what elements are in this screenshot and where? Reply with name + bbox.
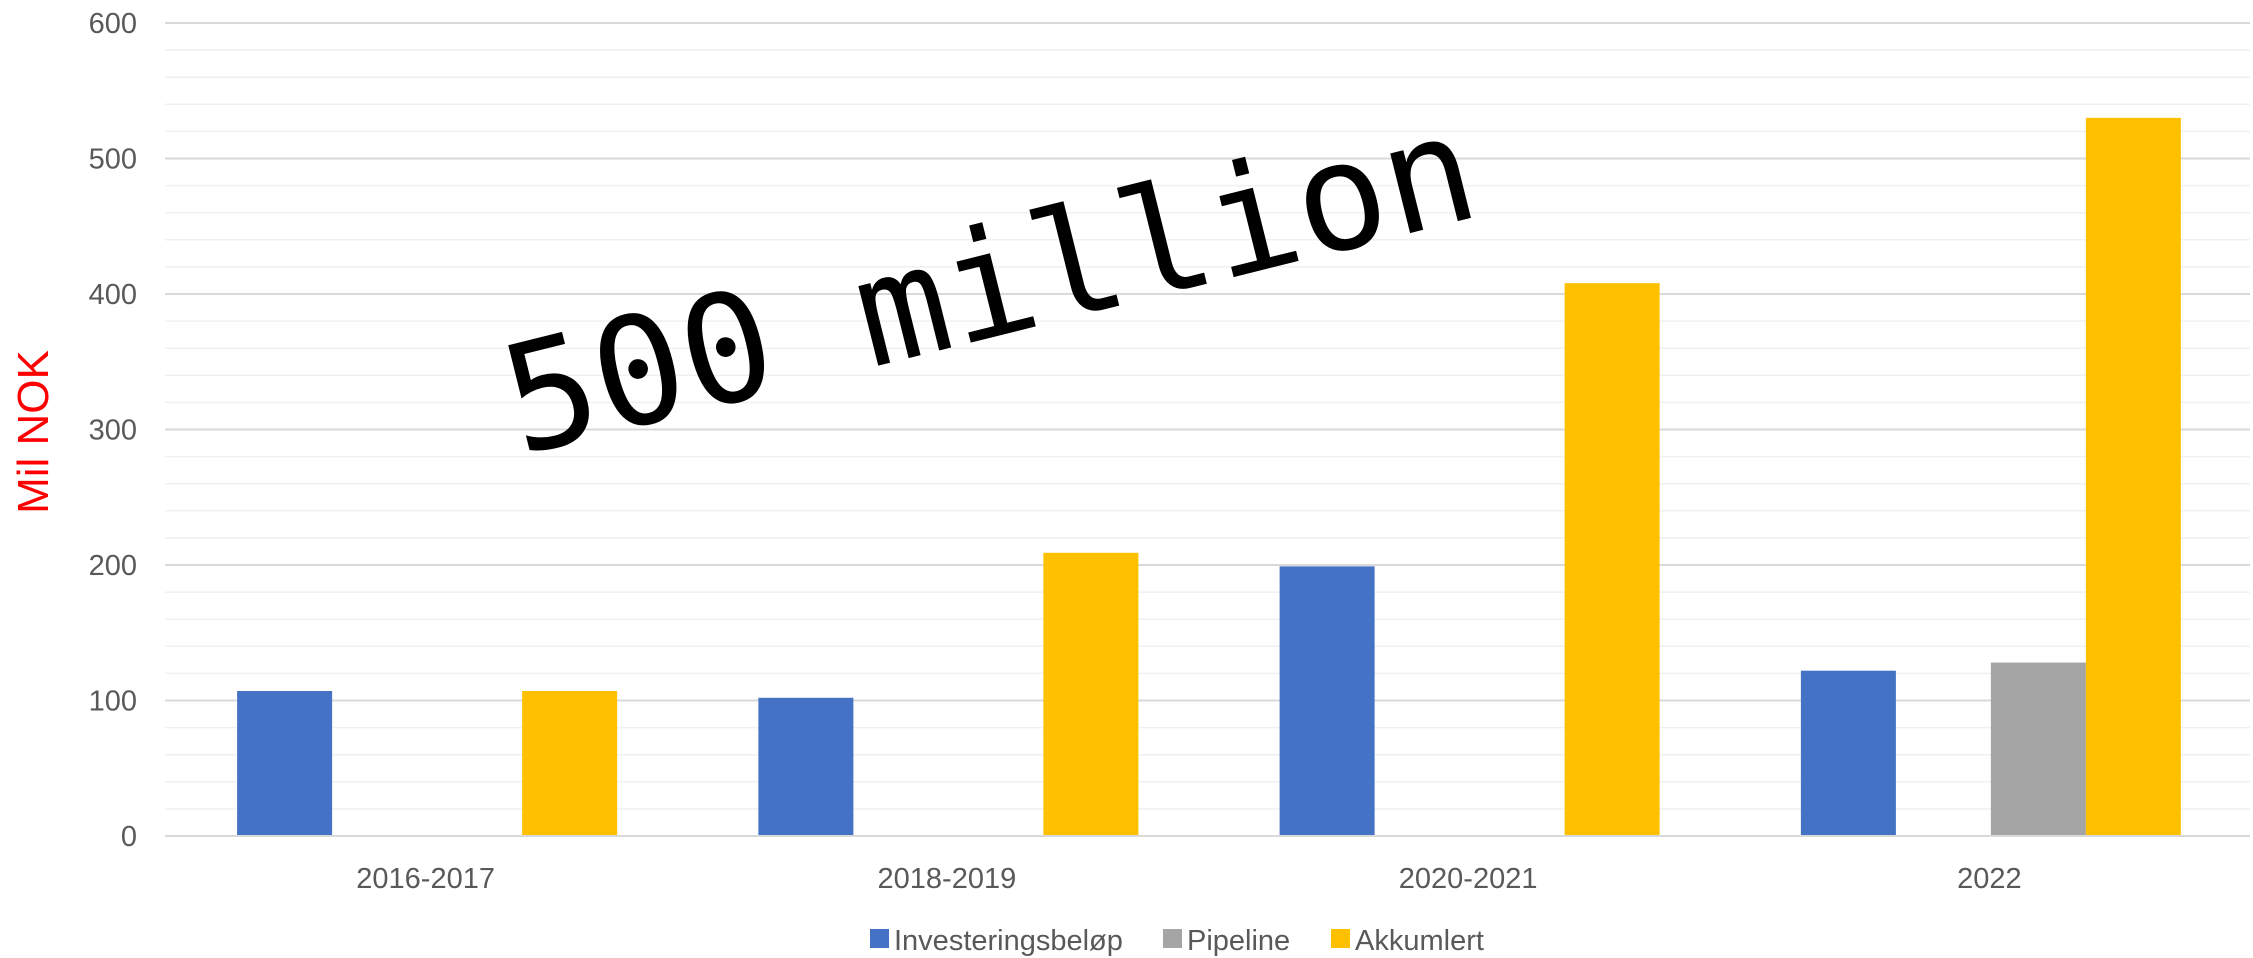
bar-1-3 [1279, 566, 1375, 836]
bar-1-4 [1800, 670, 1896, 836]
legend-label: Investeringsbeløp [894, 925, 1123, 957]
y-tick-label: 100 [89, 686, 137, 718]
x-tick-label: 2016-2017 [356, 863, 495, 895]
bar-3-3 [1564, 283, 1660, 836]
x-axis-ticks: 2016-2017 2018-2019 2020-2021 2022 [356, 863, 2021, 895]
legend-label: Akkumlert [1355, 925, 1484, 957]
bar-3-4 [2085, 117, 2181, 837]
y-tick-label: 0 [121, 821, 137, 853]
y-tick-label: 500 [89, 144, 137, 176]
bar-3-1 [522, 691, 618, 836]
y-tick-label: 200 [89, 550, 137, 582]
legend-swatch [1163, 929, 1182, 948]
bar-1-1 [237, 691, 333, 836]
bar-1-2 [758, 697, 854, 836]
y-axis-ticks: 0 100 200 300 400 500 600 [89, 8, 137, 853]
x-tick-label: 2018-2019 [878, 863, 1017, 895]
legend-swatch [1331, 929, 1350, 948]
legend: Investeringsbeløp Pipeline Akkumlert [870, 925, 1484, 957]
y-tick-label: 600 [89, 8, 137, 40]
legend-swatch [870, 929, 889, 948]
legend-label: Pipeline [1187, 925, 1290, 957]
x-tick-label: 2022 [1957, 863, 2022, 895]
x-tick-label: 2020-2021 [1399, 863, 1538, 895]
y-axis-label: Mil NOK [9, 350, 58, 514]
bars [237, 117, 2181, 837]
bar-2-4 [1990, 662, 2086, 836]
y-tick-label: 400 [89, 279, 137, 311]
y-tick-label: 300 [89, 415, 137, 447]
gridlines [165, 22, 2250, 810]
bar-3-2 [1043, 552, 1139, 836]
